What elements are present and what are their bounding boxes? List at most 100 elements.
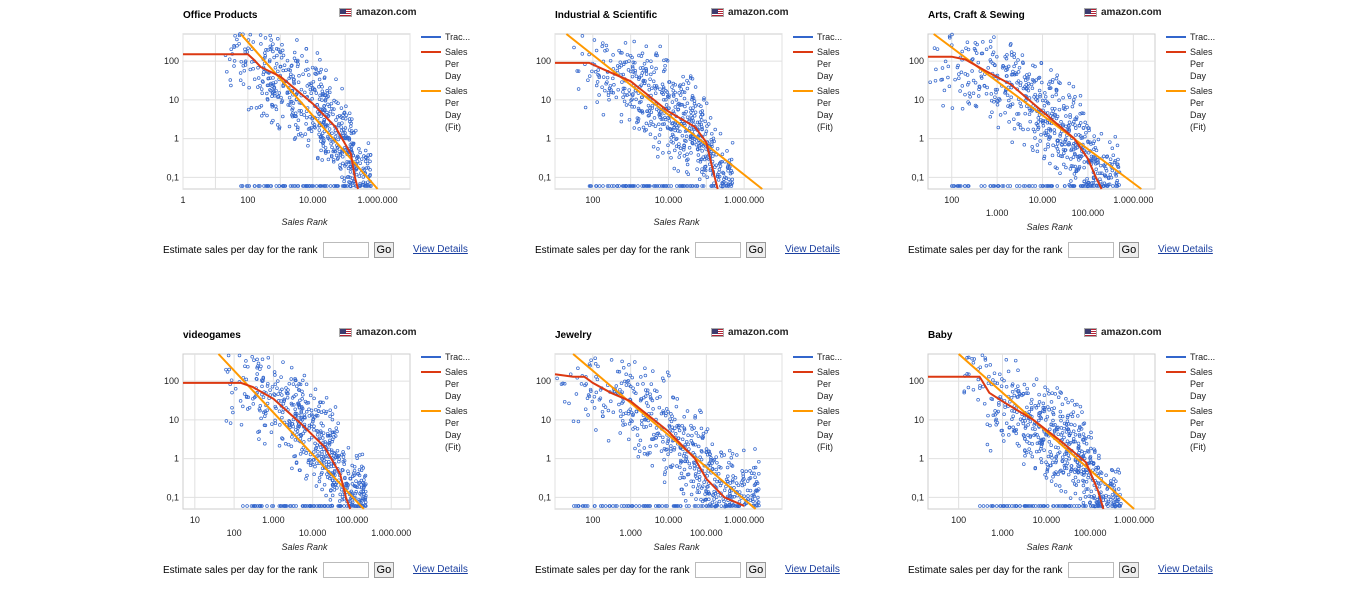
data-point <box>986 413 990 418</box>
data-point <box>973 103 978 108</box>
data-point <box>988 115 993 119</box>
data-point <box>1083 495 1088 499</box>
data-point <box>229 378 234 382</box>
data-point <box>368 153 373 157</box>
data-point <box>655 53 659 58</box>
data-point <box>284 504 289 508</box>
go-button[interactable]: Go <box>1118 562 1140 578</box>
data-point <box>292 81 296 86</box>
rank-input[interactable] <box>322 242 369 258</box>
data-point <box>1087 128 1091 133</box>
data-point <box>320 487 324 492</box>
data-point <box>1069 184 1073 188</box>
data-point <box>632 39 636 44</box>
data-point <box>673 504 678 508</box>
data-point <box>279 399 283 403</box>
data-point <box>633 70 637 75</box>
view-details-link[interactable]: View Details <box>1158 564 1213 575</box>
data-point <box>1058 139 1063 143</box>
data-point <box>689 114 693 118</box>
data-point <box>1076 441 1081 446</box>
go-button[interactable]: Go <box>373 562 395 578</box>
data-point <box>1039 61 1044 65</box>
data-point <box>1078 404 1083 409</box>
data-point <box>662 58 666 63</box>
data-point <box>261 395 266 400</box>
data-point <box>741 472 745 476</box>
rank-input[interactable] <box>1067 242 1114 258</box>
data-point <box>1076 470 1080 475</box>
data-point <box>1050 456 1054 460</box>
data-point <box>630 55 634 60</box>
view-details-link[interactable]: View Details <box>413 564 468 575</box>
data-point <box>1093 145 1098 150</box>
data-point <box>658 115 662 119</box>
data-point <box>275 53 279 58</box>
data-point <box>652 83 657 88</box>
data-point <box>1004 421 1009 426</box>
data-point <box>255 372 259 376</box>
view-details-link[interactable]: View Details <box>413 244 468 255</box>
data-point <box>1096 158 1100 162</box>
legend-fit-label: Day <box>1190 430 1207 440</box>
data-point <box>1089 430 1093 435</box>
data-point <box>693 110 698 115</box>
x-tick-label: 10.000 <box>299 528 327 538</box>
data-point <box>1062 421 1067 426</box>
view-details-link[interactable]: View Details <box>785 244 840 255</box>
data-point <box>1119 502 1123 506</box>
data-point <box>620 51 624 55</box>
data-point <box>317 112 321 116</box>
data-point <box>296 387 301 392</box>
data-point <box>572 504 576 508</box>
rank-input[interactable] <box>322 562 369 578</box>
data-point <box>609 399 613 404</box>
data-point <box>303 184 308 188</box>
view-details-link[interactable]: View Details <box>785 564 840 575</box>
data-point <box>640 95 644 99</box>
data-point <box>367 184 371 188</box>
view-details-link[interactable]: View Details <box>1158 244 1213 255</box>
data-point <box>692 467 697 471</box>
go-button[interactable]: Go <box>373 242 395 258</box>
data-point <box>1022 143 1027 147</box>
go-button[interactable]: Go <box>745 562 767 578</box>
data-point <box>1110 504 1114 508</box>
data-point <box>725 479 730 484</box>
data-point <box>587 74 592 78</box>
data-point <box>324 493 328 498</box>
data-point <box>600 85 604 89</box>
data-point <box>607 97 611 102</box>
data-point <box>971 91 976 96</box>
data-point <box>678 83 682 87</box>
data-point <box>711 459 715 463</box>
data-point <box>673 148 677 153</box>
data-point <box>656 155 660 159</box>
data-point <box>279 100 284 105</box>
data-point <box>246 395 251 399</box>
data-point <box>329 448 334 452</box>
data-point <box>692 99 697 103</box>
data-point <box>708 116 713 120</box>
rank-input[interactable] <box>694 242 741 258</box>
go-button[interactable]: Go <box>745 242 767 258</box>
data-point <box>354 128 358 133</box>
data-point <box>1014 61 1018 65</box>
data-point <box>361 489 365 493</box>
data-point <box>238 399 243 403</box>
rank-input[interactable] <box>694 562 741 578</box>
data-point <box>698 157 703 162</box>
data-point <box>1053 106 1057 111</box>
data-point <box>1026 127 1030 132</box>
data-point <box>1069 164 1074 168</box>
data-point <box>652 116 657 120</box>
data-point <box>342 504 346 508</box>
data-point <box>1028 504 1032 508</box>
data-point <box>251 504 255 508</box>
data-point <box>277 444 282 448</box>
rank-input[interactable] <box>1067 562 1114 578</box>
data-point <box>946 64 951 69</box>
go-button[interactable]: Go <box>1118 242 1140 258</box>
data-point <box>225 69 229 74</box>
